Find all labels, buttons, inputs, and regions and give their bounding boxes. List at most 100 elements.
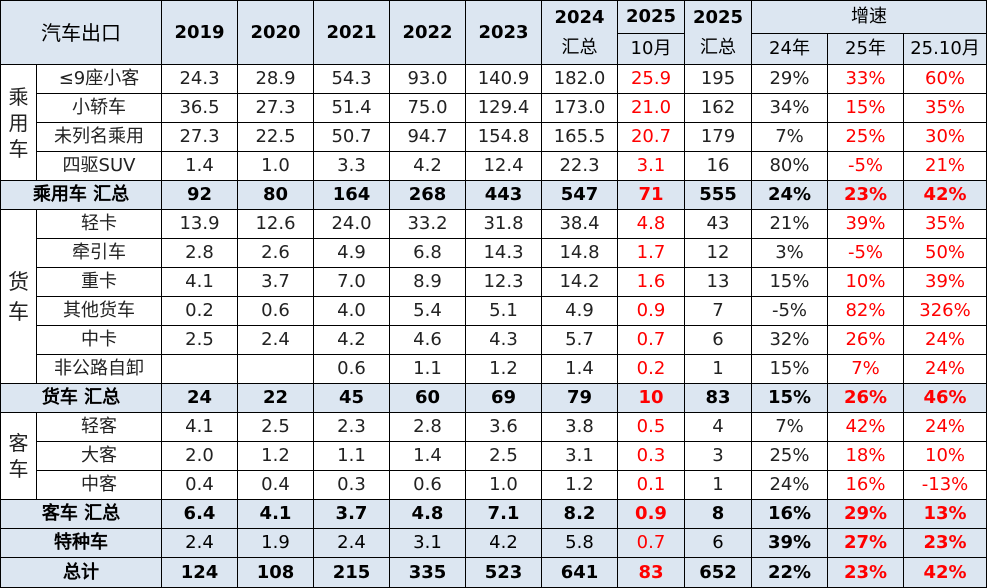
row-label: 未列名乘用	[36, 122, 162, 152]
row-label: 非公路自卸	[36, 354, 162, 384]
cell-total-2024: 5.8	[541, 528, 618, 558]
cell-y2020: 2.4	[237, 325, 314, 355]
cell-total-2024: 1.4	[541, 354, 618, 384]
passenger-summary-row: 乘用车 汇总 92 80 164 268 443 547 71 555 24% 23% 42%	[0, 180, 988, 210]
cell-y2020: 22	[237, 383, 314, 413]
cell-y2023: 129.4	[465, 93, 542, 123]
cell-y2020: 108	[237, 557, 314, 588]
cell-y2023: 14.3	[465, 238, 542, 268]
cell-y2023: 7.1	[465, 499, 542, 529]
cell-y2023: 3.6	[465, 412, 542, 442]
header-2025-label: 汇总	[700, 36, 736, 58]
cell-total-2025: 4	[684, 412, 752, 442]
cell-y2021: 4.9	[313, 238, 390, 268]
header-2024-label: 汇总	[561, 36, 598, 58]
cell-y2022: 93.0	[389, 64, 466, 94]
cell-total-2024: 547	[541, 180, 618, 210]
cell-growth-24: 7%	[751, 122, 828, 152]
cell-y2019: 4.1	[161, 267, 238, 297]
cell-y2019: 27.3	[161, 122, 238, 152]
cell-total-2025: 1	[684, 354, 752, 384]
cell-total-2025: 6	[684, 528, 752, 558]
cell-y2021: 45	[313, 383, 390, 413]
row-label: 重卡	[36, 267, 162, 297]
cell-total-2024: 1.2	[541, 470, 618, 500]
cell-oct-2025: 4.8	[617, 209, 685, 239]
cell-total-2025: 179	[684, 122, 752, 152]
cell-y2019: 0.4	[161, 470, 238, 500]
cell-y2022: 94.7	[389, 122, 466, 152]
cell-growth-24: 15%	[751, 267, 828, 297]
row-label: ≤9座小客	[36, 64, 162, 94]
category-bus: 客车	[0, 412, 37, 500]
cell-oct-2025: 0.2	[617, 354, 685, 384]
cell-y2023: 140.9	[465, 64, 542, 94]
cell-oct-2025: 25.9	[617, 64, 685, 94]
cell-y2023: 69	[465, 383, 542, 413]
cell-y2022: 4.8	[389, 499, 466, 529]
cell-total-2024: 38.4	[541, 209, 618, 239]
cell-total-2025: 555	[684, 180, 752, 210]
cell-growth-24: 29%	[751, 64, 828, 94]
cell-y2022: 0.6	[389, 470, 466, 500]
row-label: 大客	[36, 441, 162, 471]
cell-y2021: 3.7	[313, 499, 390, 529]
cell-oct-2025: 0.3	[617, 441, 685, 471]
cell-growth-25: 23%	[827, 557, 904, 588]
cell-growth-25: 15%	[827, 93, 904, 123]
cell-y2023: 4.3	[465, 325, 542, 355]
cell-oct-2025: 20.7	[617, 122, 685, 152]
table-row: 四驱SUV 1.4 1.0 3.3 4.2 12.4 22.3 3.1 16 80% -5% 21%	[1, 151, 988, 181]
row-label: 小轿车	[36, 93, 162, 123]
cell-y2019: 2.4	[161, 528, 238, 558]
cell-y2020: 1.9	[237, 528, 314, 558]
table-row: 牵引车 2.8 2.6 4.9 6.8 14.3 14.8 1.7 12 3% -5% 50%	[1, 238, 988, 268]
truck-summary-label: 货车 汇总	[0, 383, 162, 413]
cell-y2020: 2.5	[237, 412, 314, 442]
cell-growth-2510: 42%	[902, 180, 988, 210]
cell-y2022: 5.4	[389, 296, 466, 326]
cell-growth-25: 18%	[827, 441, 904, 471]
cell-y2021: 50.7	[313, 122, 390, 152]
cell-y2021: 7.0	[313, 267, 390, 297]
table-row: 大客 2.0 1.2 1.1 1.4 2.5 3.1 0.3 3 25% 18% 10%	[1, 441, 988, 471]
cell-oct-2025: 10	[617, 383, 685, 413]
cell-growth-25: 82%	[827, 296, 904, 326]
cell-total-2024: 79	[541, 383, 618, 413]
cell-y2019: 13.9	[161, 209, 238, 239]
header-2025-year: 2025	[692, 6, 744, 28]
header-year-2019: 2019	[161, 0, 238, 65]
cell-total-2025: 7	[684, 296, 752, 326]
cell-y2023: 2.5	[465, 441, 542, 471]
row-label: 四驱SUV	[36, 151, 162, 181]
cell-y2021: 3.3	[313, 151, 390, 181]
cell-y2019: 2.8	[161, 238, 238, 268]
cell-growth-25: 29%	[827, 499, 904, 529]
cell-y2020: 28.9	[237, 64, 314, 94]
cell-y2020: 27.3	[237, 93, 314, 123]
cell-growth-2510: -13%	[902, 470, 988, 500]
table-row: 货车轻卡 13.9 12.6 24.0 33.2 31.8 38.4 4.8 43 21% 39% 3…	[0, 209, 988, 384]
cell-growth-25: 10%	[827, 267, 904, 297]
cell-total-2024: 182.0	[541, 64, 618, 94]
cell-growth-25: -5%	[827, 151, 904, 181]
cell-y2019: 2.0	[161, 441, 238, 471]
cell-y2023: 1.2	[465, 354, 542, 384]
cell-total-2025: 1	[684, 470, 752, 500]
cell-y2021: 4.0	[313, 296, 390, 326]
special-label: 特种车	[0, 528, 162, 558]
cell-y2019: 24	[161, 383, 238, 413]
cell-growth-2510: 35%	[902, 93, 988, 123]
cell-total-2025: 12	[684, 238, 752, 268]
header-2025-month-label: 10月	[617, 33, 685, 65]
cell-growth-25: 25%	[827, 122, 904, 152]
cell-oct-2025: 0.9	[617, 499, 685, 529]
cell-growth-2510: 35%	[902, 209, 988, 239]
table-row: 未列名乘用 27.3 22.5 50.7 94.7 154.8 165.5 20.7 179 7%…	[1, 122, 988, 152]
cell-y2023: 12.3	[465, 267, 542, 297]
cell-growth-25: 33%	[827, 64, 904, 94]
category-char: 用	[8, 110, 29, 135]
cell-growth-25: 39%	[827, 209, 904, 239]
cell-growth-25: 7%	[827, 354, 904, 384]
